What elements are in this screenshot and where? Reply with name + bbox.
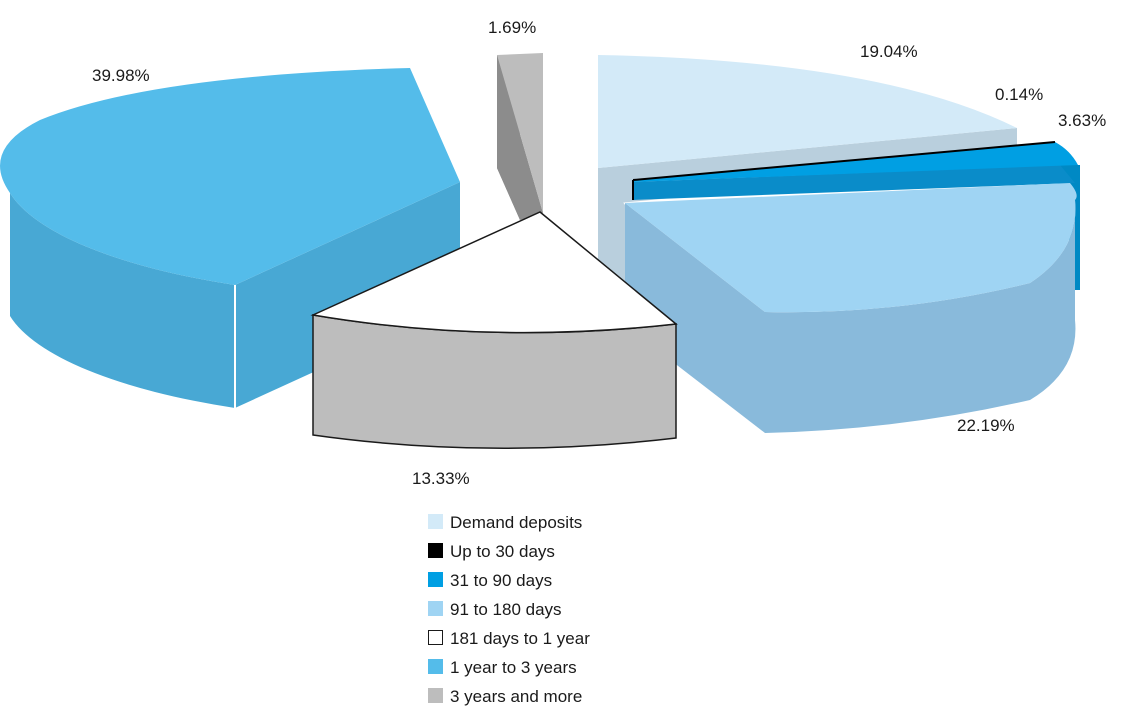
slice-31-to-90-days-side-front: [633, 165, 1075, 200]
label-demand-deposits: 19.04%: [860, 42, 918, 61]
label-91-to-180-days: 22.19%: [957, 416, 1015, 435]
label-1-year-to-3-years: 39.98%: [92, 66, 150, 85]
label-up-to-30-days: 0.14%: [995, 85, 1043, 104]
slice-91-to-180-days-top: [625, 183, 1077, 313]
slice-demand-deposits-top: [598, 55, 1017, 168]
slice-1-year-to-3-years-side-inner: [235, 182, 460, 408]
slice-1-year-to-3-years-side-outer: [10, 193, 235, 408]
legend-item-demand-deposits: Demand deposits: [428, 513, 582, 532]
slice-3-years-and-more-top: [497, 53, 543, 213]
label-181-days-to-1-year: 13.33%: [412, 469, 470, 488]
legend-swatch-up-to-30-days: [428, 543, 443, 558]
slice-1-year-to-3-years-top: [0, 68, 460, 285]
legend-label-181-days-to-1-year: 181 days to 1 year: [450, 629, 590, 648]
legend-label-up-to-30-days: Up to 30 days: [450, 542, 555, 561]
legend-swatch-demand-deposits: [428, 514, 443, 529]
slice-91-to-180-days-side-inner: [625, 203, 765, 433]
slice-181-days-to-1-year: [310, 211, 678, 450]
slice-3-years-and-more-side-dark: [497, 55, 543, 220]
label-3-years-and-more: 1.69%: [488, 18, 536, 37]
slice-demand-deposits-side-left: [598, 168, 625, 290]
slice-181-days-to-1-year-top: [310, 211, 678, 334]
legend-label-91-to-180-days: 91 to 180 days: [450, 600, 562, 619]
legend: Demand deposits Up to 30 days 31 to 90 d…: [428, 513, 590, 706]
slice-31-to-90-days-top: [633, 142, 1078, 182]
label-31-to-90-days: 3.63%: [1058, 111, 1106, 130]
slice-3-years-and-more: [497, 53, 543, 220]
legend-label-3-years-and-more: 3 years and more: [450, 687, 582, 706]
legend-label-1-year-to-3-years: 1 year to 3 years: [450, 658, 577, 677]
slice-1-year-to-3-years: [0, 68, 460, 408]
legend-item-1-year-to-3-years: 1 year to 3 years: [428, 658, 577, 677]
legend-swatch-91-to-180-days: [428, 601, 443, 616]
legend-swatch-31-to-90-days: [428, 572, 443, 587]
slice-up-to-30-days: [632, 141, 1056, 181]
legend-item-181-days-to-1-year: 181 days to 1 year: [428, 629, 590, 648]
legend-item-91-to-180-days: 91 to 180 days: [428, 600, 562, 619]
legend-item-up-to-30-days: Up to 30 days: [428, 542, 555, 561]
slice-181-days-to-1-year-side: [312, 314, 677, 450]
slice-91-to-180-days-side-outer: [765, 200, 1076, 433]
slice-91-to-180-days: [625, 183, 1077, 433]
legend-swatch-3-years-and-more: [428, 688, 443, 703]
legend-label-31-to-90-days: 31 to 90 days: [450, 571, 552, 590]
legend-label-demand-deposits: Demand deposits: [450, 513, 582, 532]
legend-swatch-181-days-to-1-year: [428, 630, 443, 645]
legend-item-31-to-90-days: 31 to 90 days: [428, 571, 552, 590]
legend-swatch-1-year-to-3-years: [428, 659, 443, 674]
legend-item-3-years-and-more: 3 years and more: [428, 687, 582, 706]
